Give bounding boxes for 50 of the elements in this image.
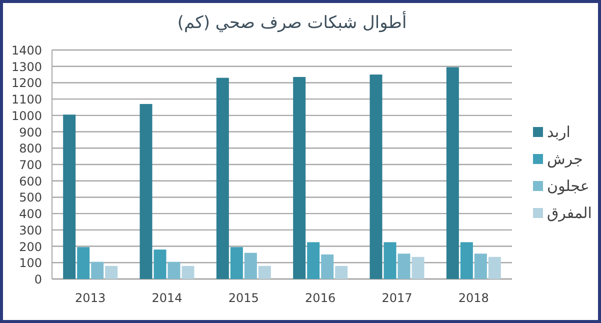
y-tick-label: 900 [19, 125, 42, 140]
bar [77, 247, 90, 279]
y-tick-label: 1400 [11, 44, 42, 58]
bar [258, 266, 271, 279]
bar [398, 254, 410, 279]
bar [182, 266, 194, 279]
bar [412, 256, 424, 279]
y-tick-label: 800 [19, 142, 42, 156]
bar [474, 254, 487, 279]
bar [230, 247, 243, 279]
legend-label: جرش [547, 150, 583, 168]
y-tick-label: 500 [19, 190, 42, 205]
y-tick-label: 100 [19, 256, 42, 270]
x-tick-label: 2016 [305, 291, 336, 305]
x-tick-label: 2018 [458, 291, 489, 305]
y-tick-label: 1200 [11, 76, 42, 90]
bar [216, 78, 229, 279]
y-tick-label: 200 [19, 240, 42, 254]
x-tick-label: 2015 [228, 291, 259, 305]
bar [370, 74, 382, 279]
y-tick-label: 0 [34, 272, 42, 286]
y-tick-label: 1300 [11, 60, 42, 74]
bar [488, 256, 501, 279]
y-tick-label: 400 [19, 207, 42, 222]
legend-label: المفرق [547, 204, 592, 222]
bar [140, 104, 152, 279]
y-tick-label: 700 [19, 158, 42, 172]
x-tick-label: 2014 [152, 291, 182, 305]
bar [168, 262, 180, 279]
y-tick-label: 600 [19, 174, 42, 188]
x-tick-label: 2013 [75, 291, 106, 305]
x-tick-label: 2017 [382, 291, 412, 305]
bar [293, 76, 306, 279]
bar [460, 242, 473, 279]
bar [307, 242, 320, 279]
bar [321, 254, 334, 279]
bar [91, 262, 104, 279]
y-tick-label: 1100 [11, 92, 42, 107]
legend-label: اربد [547, 123, 570, 141]
y-tick-label: 1000 [11, 108, 42, 123]
bar [384, 242, 396, 279]
y-tick-label: 300 [19, 223, 42, 238]
bar [244, 252, 257, 279]
bar [446, 67, 459, 279]
bar [105, 266, 118, 279]
bar [335, 266, 348, 279]
bar [154, 250, 166, 279]
chart-title: أطوال شبكات صرف صحي (كم) [177, 11, 407, 33]
bar [63, 114, 76, 279]
legend-label: عجلون [547, 177, 590, 195]
